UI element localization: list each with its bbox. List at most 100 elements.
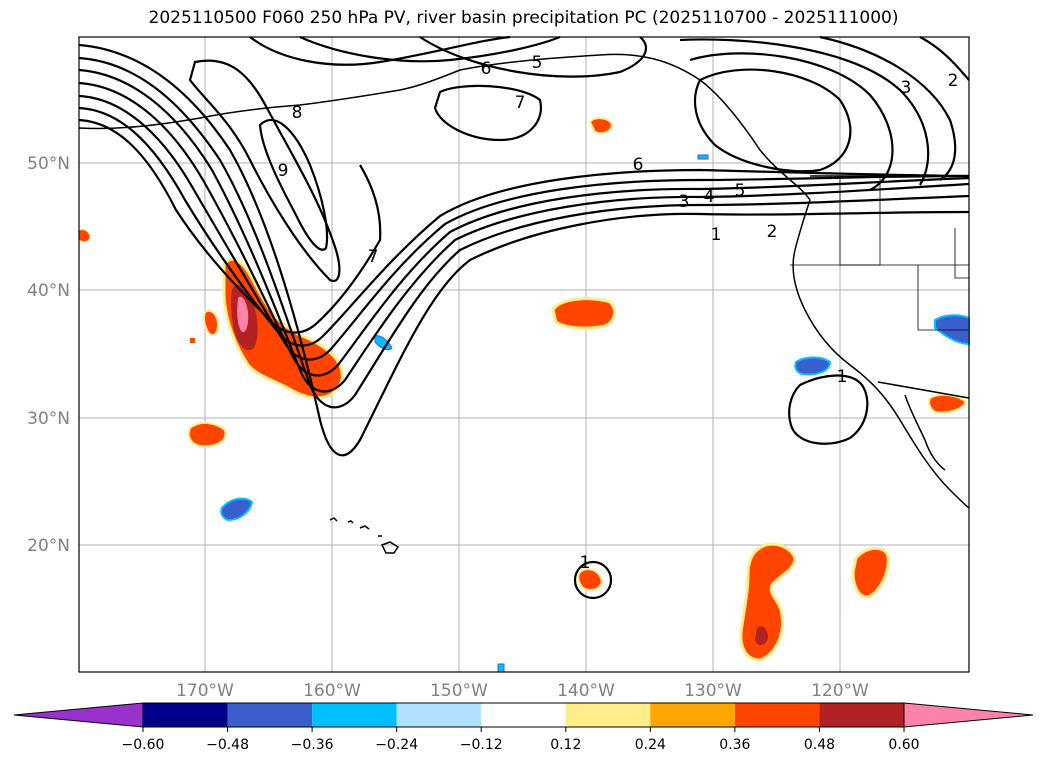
contour-labels: 6 5 7 8 9 7 6 5 4 3 1 2 3 2 1 1 bbox=[278, 53, 959, 573]
lat-label: 20°N bbox=[27, 536, 70, 556]
colorbar-tick-label: −0.24 bbox=[375, 737, 418, 753]
colorbar-tick-label: 0.48 bbox=[804, 737, 835, 753]
precip-patch-s-shape bbox=[739, 542, 797, 662]
precip-patch-neg-124w bbox=[794, 356, 832, 376]
precip-patch-neg-mid bbox=[374, 335, 393, 351]
colorbar-cell bbox=[481, 703, 566, 727]
contour-label: 2 bbox=[948, 71, 959, 91]
pv-contour-ne-2 bbox=[689, 52, 894, 191]
coast-west-us bbox=[792, 199, 970, 509]
pv-contour-ne-5 bbox=[919, 36, 970, 81]
pv-contour-north-1 bbox=[249, 35, 511, 66]
contour-label: 1 bbox=[580, 553, 591, 573]
contour-label: 1 bbox=[711, 225, 722, 245]
longitude-labels: 170°W 160°W 150°W 140°W 130°W 120°W bbox=[176, 681, 869, 701]
hawaii-islands bbox=[329, 517, 400, 554]
contour-label: 7 bbox=[368, 247, 379, 267]
colorbar-tick-label: 0.24 bbox=[635, 737, 666, 753]
colorbar-cells bbox=[142, 702, 905, 728]
lon-label: 170°W bbox=[176, 681, 234, 701]
pv-contours bbox=[78, 35, 970, 600]
colorbar-tick-label: 0.60 bbox=[888, 737, 919, 753]
contour-label: 4 bbox=[704, 187, 715, 207]
pv-contour-5 bbox=[78, 94, 970, 361]
lon-label: 150°W bbox=[430, 681, 488, 701]
precip-patch-central-pacific-peak bbox=[237, 296, 249, 333]
colorbar-extend-max bbox=[903, 702, 1034, 728]
contour-label: 2 bbox=[767, 222, 778, 242]
pv-contour-sw-mexico bbox=[788, 374, 869, 445]
state-border-5 bbox=[954, 228, 969, 279]
contour-label: 1 bbox=[837, 367, 848, 387]
pv-contour-north-2 bbox=[299, 35, 561, 63]
colorbar-cell bbox=[227, 703, 313, 727]
colorbar-cell bbox=[819, 703, 904, 727]
contour-label: 8 bbox=[292, 103, 303, 123]
colorbar-cell bbox=[396, 703, 482, 727]
lat-label: 40°N bbox=[27, 281, 70, 301]
precip-patch-small-neg-bottom bbox=[497, 663, 505, 673]
lon-label: 140°W bbox=[557, 681, 615, 701]
contour-label: 6 bbox=[633, 155, 644, 175]
colorbar-cell bbox=[312, 703, 397, 727]
country-border-us-mexico bbox=[877, 381, 970, 399]
colorbar-cell bbox=[143, 703, 228, 727]
pv-contour-ne-1 bbox=[693, 68, 852, 173]
lon-label: 160°W bbox=[303, 681, 361, 701]
lon-label: 120°W bbox=[811, 681, 869, 701]
pv-contour-8 bbox=[188, 59, 341, 283]
plot-frame bbox=[78, 36, 970, 673]
precip-patch-small-17n bbox=[577, 568, 604, 591]
colorbar-cell bbox=[565, 703, 651, 727]
state-border-4 bbox=[917, 265, 969, 331]
colorbar: −0.60 −0.48 −0.36 −0.24 −0.12 0.12 0.24 0.36 0.4… bbox=[13, 702, 1034, 753]
precip-patch-dot-w bbox=[190, 338, 195, 343]
lat-label: 50°N bbox=[27, 154, 70, 174]
precip-patch-small-w bbox=[203, 309, 220, 337]
contour-label: 9 bbox=[278, 161, 289, 181]
contour-label: 6 bbox=[481, 59, 492, 79]
precip-patch-s-core bbox=[755, 626, 768, 646]
precip-patch-north-140w bbox=[588, 117, 614, 135]
map-title: 2025110500 F060 250 hPa PV, river basin … bbox=[148, 8, 899, 28]
pv-contour-7-north bbox=[433, 84, 543, 142]
pv-contour-ne-4 bbox=[819, 35, 957, 181]
precip-patch-south-w bbox=[187, 422, 227, 448]
precip-patch-neg-sw bbox=[220, 497, 254, 522]
pv-contour-3 bbox=[78, 68, 970, 393]
precip-patch-left-edge bbox=[78, 229, 91, 243]
contour-label: 7 bbox=[515, 93, 526, 113]
colorbar-cell bbox=[734, 703, 820, 727]
contour-label: 3 bbox=[679, 192, 690, 212]
pv-contour-small-circle bbox=[573, 560, 613, 600]
coast-baja bbox=[904, 394, 946, 471]
pv-contour-ne-3 bbox=[679, 38, 930, 186]
precip-patch-140w-40n bbox=[551, 297, 617, 330]
lat-label: 30°N bbox=[27, 409, 70, 429]
colorbar-tick-labels: −0.60 −0.48 −0.36 −0.24 −0.12 0.12 0.24 0.36 0.4… bbox=[122, 737, 920, 753]
contour-label: 5 bbox=[532, 53, 543, 73]
precip-patch-small-neg-north bbox=[697, 154, 709, 160]
colorbar-tick-label: −0.36 bbox=[291, 737, 334, 753]
colorbar-tick-label: −0.60 bbox=[122, 737, 165, 753]
pv-contour-north-3 bbox=[419, 36, 648, 78]
pv-contour-1 bbox=[78, 43, 970, 457]
colorbar-tick-label: −0.12 bbox=[460, 737, 503, 753]
contour-label: 3 bbox=[901, 78, 912, 98]
colorbar-ticks bbox=[142, 727, 905, 732]
contour-label: 5 bbox=[735, 181, 746, 201]
plot-background bbox=[79, 37, 969, 672]
pv-contour-6 bbox=[78, 106, 970, 347]
coast-alaska bbox=[78, 53, 811, 201]
colorbar-tick-label: −0.48 bbox=[206, 737, 249, 753]
precip-patch-118w bbox=[851, 546, 890, 599]
colorbar-tick-label: 0.36 bbox=[719, 737, 750, 753]
pv-contour-2 bbox=[78, 56, 970, 409]
pv-contour-9 bbox=[258, 118, 329, 251]
colorbar-cell bbox=[650, 703, 735, 727]
lon-label: 130°W bbox=[684, 681, 742, 701]
colorbar-extend-min bbox=[13, 702, 144, 728]
pv-contour-4 bbox=[78, 81, 970, 377]
pv-contour-7 bbox=[78, 118, 382, 334]
